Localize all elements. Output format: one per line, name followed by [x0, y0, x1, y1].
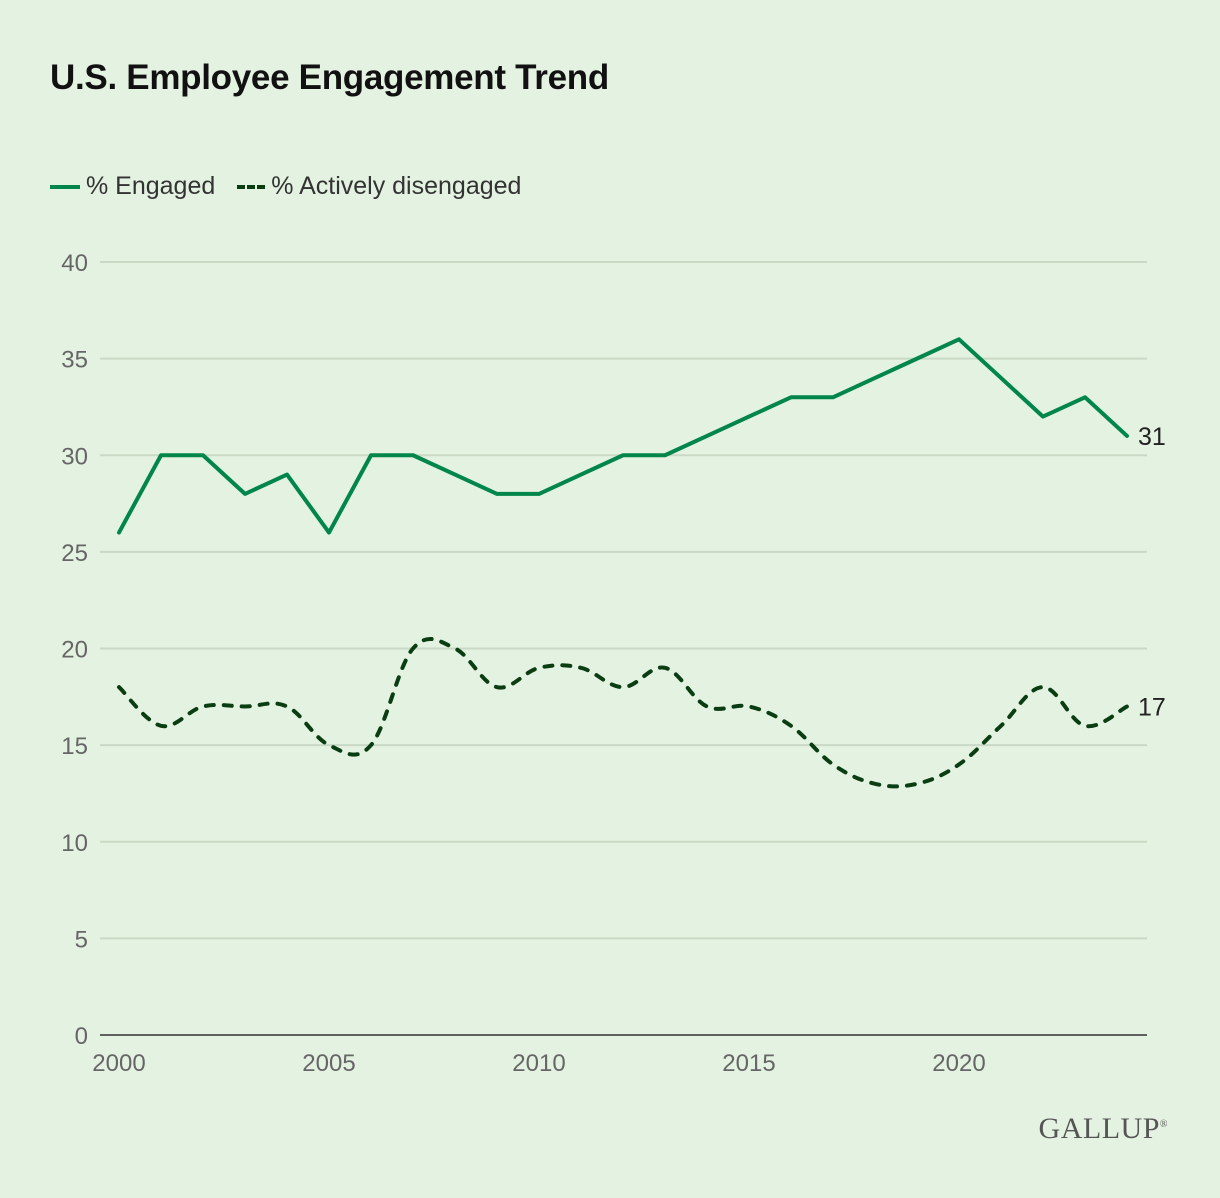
y-tick-label: 15: [61, 733, 88, 760]
y-tick-label: 25: [61, 540, 88, 567]
end-value-label: 17: [1138, 693, 1166, 721]
x-tick-label: 2000: [92, 1050, 145, 1077]
y-tick-label: 20: [61, 637, 88, 664]
legend: % Engaged % Actively disengaged: [50, 172, 543, 201]
y-tick-label: 30: [61, 443, 88, 470]
x-tick-label: 2005: [302, 1050, 355, 1077]
y-tick-label: 40: [61, 250, 88, 277]
y-tick-label: 10: [61, 830, 88, 857]
x-tick-label: 2015: [722, 1050, 775, 1077]
x-tick-label: 2010: [512, 1050, 565, 1077]
legend-item-disengaged: % Actively disengaged: [237, 172, 521, 201]
series-line-engaged: [117, 337, 1129, 535]
y-tick-label: 35: [61, 347, 88, 374]
y-tick-label: 5: [75, 926, 88, 953]
series-line-actively-disengaged: [117, 637, 1129, 789]
dashed-line-swatch-icon: [237, 184, 266, 189]
chart-title: U.S. Employee Engagement Trend: [50, 58, 609, 97]
gallup-logo: GALLUP®: [1038, 1112, 1168, 1145]
legend-label: % Actively disengaged: [271, 172, 522, 200]
x-tick-label: 2020: [932, 1050, 985, 1077]
legend-item-engaged: % Engaged: [50, 172, 215, 201]
end-value-label: 31: [1138, 423, 1166, 451]
solid-line-swatch-icon: [50, 184, 80, 189]
y-tick-label: 0: [75, 1023, 88, 1050]
legend-label: % Engaged: [86, 172, 216, 200]
